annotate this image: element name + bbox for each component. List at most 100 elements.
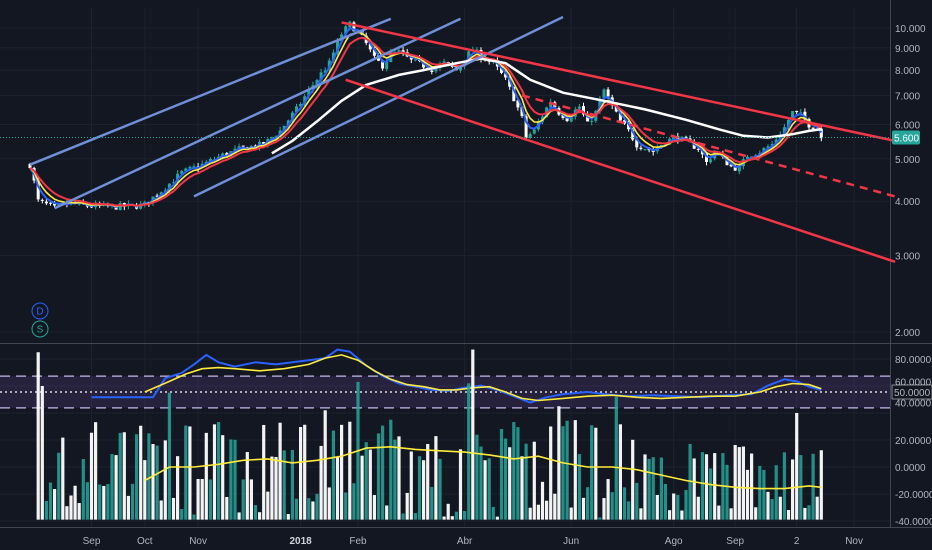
histogram-bar: [77, 503, 81, 520]
interval-button-d[interactable]: D: [31, 302, 49, 320]
histogram-bar: [610, 492, 614, 520]
histogram-bar: [290, 449, 294, 520]
price-axis[interactable]: 10.000 9.000 8.000 7.000 6.000 5.000 4.000 3.00…: [891, 24, 932, 528]
histogram-bar: [151, 443, 155, 520]
time-axis[interactable]: Sep Oct Nov 2018 Feb Abr Jun Ago Sep 2 Nov: [83, 536, 863, 547]
trend-line-red-channel-middle-dashed[interactable]: [521, 94, 896, 198]
histogram-bar: [381, 425, 385, 520]
histogram-bar: [647, 458, 651, 520]
histogram-bar: [286, 514, 290, 520]
histogram-bar: [483, 460, 487, 520]
histogram-bar: [778, 496, 782, 520]
histogram-bar: [618, 424, 622, 520]
histogram-bar: [180, 508, 184, 520]
histogram-bar: [713, 453, 717, 520]
histogram-bar: [590, 425, 594, 520]
histogram-bar: [40, 386, 44, 520]
interval-button-label: D: [36, 307, 43, 318]
interval-buttons: DS: [31, 302, 49, 338]
histogram-bar: [684, 490, 688, 520]
histogram-tick-label: 20.0000: [895, 436, 932, 447]
histogram-bar: [331, 430, 335, 520]
histogram-bar: [282, 450, 286, 520]
candle: [49, 202, 52, 206]
histogram-bar: [176, 456, 180, 520]
histogram-bar: [475, 434, 479, 520]
histogram-bar: [147, 433, 151, 520]
histogram-bar: [53, 489, 57, 520]
histogram-bar: [495, 516, 499, 520]
histogram-bar: [586, 487, 590, 520]
histogram-tick-label: -20.0000: [895, 490, 932, 501]
histogram-bar: [208, 479, 212, 520]
oscillator-plot[interactable]: [0, 348, 890, 409]
grid-layer: [0, 0, 932, 528]
histogram-bar: [114, 455, 118, 520]
histogram-bar: [819, 450, 823, 520]
price-tick-label: 4.000: [895, 197, 920, 208]
candle: [746, 154, 749, 159]
histogram-bar: [327, 487, 331, 520]
histogram-bar: [717, 505, 721, 520]
histogram-bar: [348, 421, 352, 520]
trend-line-blue-channel-upper[interactable]: [29, 17, 392, 166]
histogram-bar: [704, 454, 709, 520]
histogram-bar: [212, 424, 217, 520]
histogram-bar: [57, 452, 61, 520]
oscillator-tick-label: 60.0000: [895, 377, 932, 388]
histogram-bar: [581, 497, 586, 520]
candle: [582, 102, 585, 117]
histogram-bar: [557, 406, 561, 520]
histogram-bar: [430, 486, 434, 520]
histogram-bar: [81, 458, 85, 520]
time-tick-label: Nov: [189, 536, 207, 547]
trend-line-blue-channel-middle[interactable]: [54, 17, 462, 210]
histogram-bar: [405, 492, 409, 520]
histogram-bar: [553, 493, 557, 520]
histogram-bar: [770, 499, 774, 520]
candle: [643, 148, 647, 151]
histogram-tick-label: 80.0000: [895, 355, 932, 366]
histogram-bar: [635, 482, 639, 520]
histogram-bar: [745, 469, 750, 520]
price-tick-label: 3.000: [895, 251, 920, 262]
histogram-bar: [44, 500, 48, 520]
histogram-bar: [270, 456, 274, 520]
candle: [819, 125, 823, 142]
histogram-bar: [536, 504, 540, 520]
time-tick-label: Abr: [457, 536, 473, 547]
trend-line-red-channel-upper[interactable]: [341, 21, 896, 143]
histogram-bar: [335, 457, 340, 520]
histogram-bar: [528, 507, 532, 520]
histogram-bar: [762, 469, 766, 520]
histogram-bar: [450, 516, 454, 520]
histogram-bar: [401, 513, 405, 520]
histogram-bar: [676, 494, 680, 520]
histogram-bar: [426, 443, 430, 520]
histogram-bar: [737, 447, 741, 520]
trend-line-blue-channel-lower[interactable]: [193, 15, 564, 198]
time-tick-label: 2: [794, 536, 800, 547]
histogram-bar: [758, 465, 762, 520]
histogram-plot[interactable]: [36, 349, 823, 520]
histogram-bar: [48, 482, 53, 520]
histogram-bar: [741, 446, 745, 520]
trend-line-red-channel-lower[interactable]: [345, 78, 896, 264]
histogram-bar: [229, 439, 233, 520]
interval-button-s[interactable]: S: [31, 320, 49, 338]
histogram-bar: [417, 456, 422, 520]
histogram-bar: [815, 496, 819, 520]
histogram-bar: [696, 496, 700, 520]
candle: [401, 47, 405, 56]
candle: [172, 178, 175, 184]
oscillator-yellow-line: [144, 354, 822, 402]
histogram-bar: [655, 494, 659, 520]
main-price-plot[interactable]: [0, 15, 896, 264]
histogram-bar: [565, 420, 569, 520]
histogram-bar: [389, 419, 393, 520]
oscillator-tick-label: 40.0000: [895, 399, 932, 410]
histogram-bar: [549, 426, 553, 520]
histogram-bar: [754, 507, 758, 520]
histogram-bar: [118, 432, 122, 520]
time-tick-label: Nov: [845, 536, 863, 547]
